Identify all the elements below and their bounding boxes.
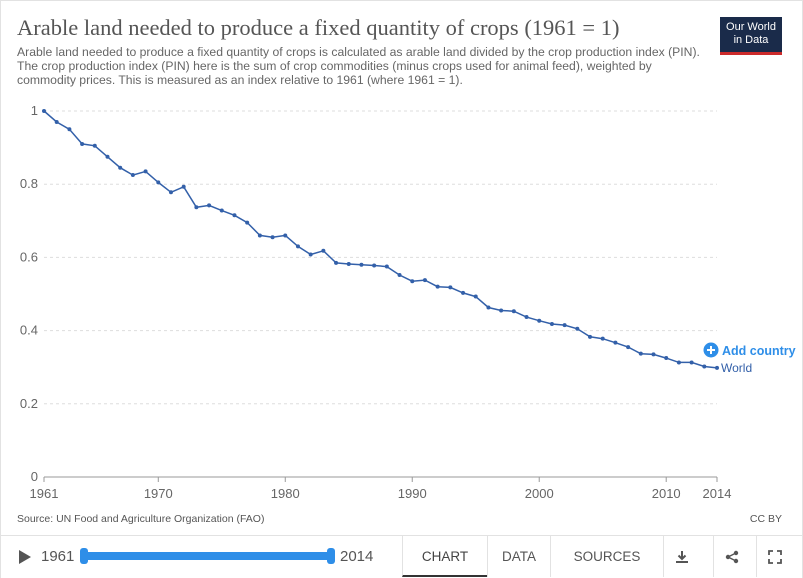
data-point (537, 318, 542, 323)
data-point (562, 323, 567, 328)
owid-logo[interactable]: Our World in Data (720, 17, 782, 55)
data-point (257, 233, 262, 238)
data-point (181, 184, 186, 189)
series-line-world (43, 110, 718, 369)
data-point (80, 141, 85, 146)
data-point (575, 326, 580, 331)
y-tick-label: 0.6 (20, 249, 38, 264)
plus-icon (707, 346, 715, 354)
data-point (689, 360, 694, 365)
logo-line-2: in Data (733, 34, 769, 46)
timeline-start-handle[interactable] (80, 548, 88, 564)
data-point (130, 173, 135, 178)
data-point (283, 233, 288, 238)
download-button[interactable] (663, 536, 700, 577)
data-point (499, 308, 504, 313)
data-point (143, 169, 148, 174)
data-point (702, 364, 707, 369)
data-point (549, 322, 554, 327)
data-point (105, 154, 110, 159)
license-link[interactable]: CC BY (749, 513, 782, 525)
share-button[interactable] (713, 536, 750, 577)
data-point (676, 360, 681, 365)
data-point (207, 203, 212, 208)
logo-line-1: Our World (726, 21, 776, 33)
fullscreen-icon (768, 550, 782, 564)
data-point (118, 165, 123, 170)
data-point (638, 351, 643, 356)
data-point (410, 279, 415, 284)
data-point (511, 309, 516, 314)
data-point (715, 365, 719, 370)
fullscreen-button[interactable] (756, 536, 793, 577)
y-tick-label: 0.8 (20, 176, 38, 191)
chart-subtitle: Arable land needed to produce a fixed qu… (17, 45, 700, 87)
series-label-world: World (721, 361, 752, 375)
timeline-slider[interactable] (82, 552, 332, 560)
x-tick-label: 1980 (271, 486, 300, 501)
data-point (397, 272, 402, 277)
x-tick-label: 2000 (525, 486, 554, 501)
play-icon[interactable] (19, 550, 31, 564)
x-tick-label: 1961 (30, 486, 59, 501)
data-point (168, 190, 173, 195)
data-point (232, 213, 237, 218)
data-point (588, 334, 593, 339)
data-point (384, 264, 389, 269)
tab-chart[interactable]: CHART (402, 536, 487, 577)
data-point (346, 261, 351, 266)
data-point (321, 248, 326, 253)
data-point (664, 356, 669, 361)
data-point (67, 127, 72, 132)
download-icon (676, 551, 688, 563)
data-point (448, 285, 453, 290)
data-point (626, 345, 631, 350)
y-tick-label: 0.4 (20, 323, 38, 338)
chart-title: Arable land needed to produce a fixed qu… (17, 15, 620, 40)
timeline-end-year: 2014 (340, 548, 374, 565)
share-icon (725, 550, 739, 564)
x-tick-label: 2014 (703, 486, 732, 501)
data-point (651, 352, 656, 357)
data-point (194, 205, 199, 210)
x-tick-label: 1970 (144, 486, 173, 501)
data-point (600, 336, 605, 341)
data-point (359, 262, 364, 267)
x-tick-label: 1990 (398, 486, 427, 501)
data-point (372, 263, 377, 268)
data-point (42, 109, 46, 113)
data-point (435, 284, 440, 289)
add-country-label: Add country (722, 344, 796, 358)
data-point (245, 220, 250, 225)
tab-data[interactable]: DATA (487, 536, 550, 577)
data-point (54, 119, 59, 124)
data-point (486, 305, 491, 310)
source-note[interactable]: Source: UN Food and Agriculture Organiza… (17, 513, 265, 525)
data-point (308, 252, 313, 257)
x-tick-label: 2010 (652, 486, 681, 501)
timeline-start-year: 1961 (41, 548, 75, 565)
y-tick-label: 0 (31, 469, 38, 484)
chart-controls: 1961 2014 CHART DATA SOURCES (1, 535, 802, 578)
data-point (422, 278, 427, 283)
data-point (295, 244, 300, 249)
data-point (219, 208, 224, 213)
data-point (473, 294, 478, 299)
add-country-button[interactable]: Add country (703, 342, 796, 359)
y-tick-label: 0.2 (20, 396, 38, 411)
data-point (156, 180, 161, 185)
data-point (334, 260, 339, 265)
line-chart: 0 0.2 0.4 0.6 0.8 1 1961 1970 1980 1990 2000 2010 20… (20, 103, 796, 501)
timeline-end-handle[interactable] (327, 548, 335, 564)
y-tick-label: 1 (31, 103, 38, 118)
data-point (461, 290, 466, 295)
data-point (613, 340, 618, 345)
data-point (524, 315, 529, 320)
data-point (92, 143, 97, 148)
tab-sources[interactable]: SOURCES (550, 536, 663, 577)
data-point (270, 235, 275, 240)
